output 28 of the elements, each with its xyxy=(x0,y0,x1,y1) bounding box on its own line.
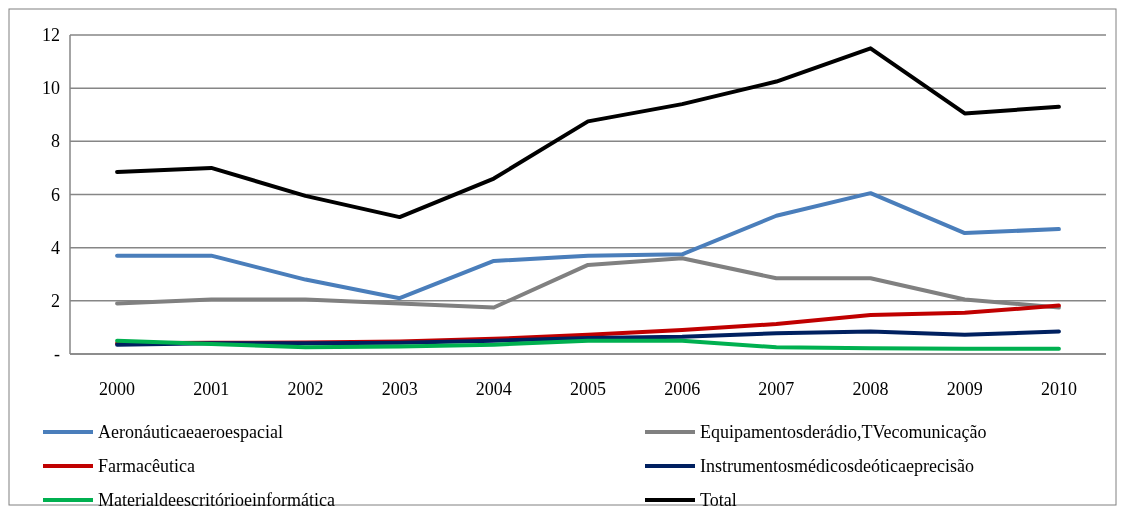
line-series xyxy=(115,338,1061,351)
x-tick-label: 2007 xyxy=(758,379,795,399)
legend-label: Instrumentosmédicosdeóticaeprecisão xyxy=(700,456,974,476)
y-tick-label: - xyxy=(54,344,60,364)
x-tick-label: 2010 xyxy=(1040,379,1077,399)
legend-label: Materialdeescritórioeinformática xyxy=(98,490,335,510)
y-tick-label: 12 xyxy=(42,25,60,45)
x-tick-label: 2001 xyxy=(193,379,230,399)
y-tick-label: 6 xyxy=(51,184,60,205)
x-tick-label: 2006 xyxy=(664,379,701,399)
y-tick-label: 8 xyxy=(51,131,60,152)
y-tick-label: 2 xyxy=(51,290,60,311)
x-tick-label: 2009 xyxy=(946,379,983,399)
legend-label: Farmacêutica xyxy=(98,456,195,476)
legend-label: Equipamentosderádio,TVecomunicação xyxy=(700,422,987,442)
x-tick-label: 2004 xyxy=(475,379,512,399)
legend-label: Total xyxy=(700,490,737,510)
y-tick-label: 4 xyxy=(51,237,60,258)
line-series xyxy=(115,191,1061,301)
x-tick-label: 2002 xyxy=(287,379,324,399)
legend-label: Aeronáuticaeaeroespacial xyxy=(98,422,283,442)
x-tick-label: 2008 xyxy=(852,379,889,399)
line-series xyxy=(115,46,1061,220)
x-tick-label: 2003 xyxy=(381,379,418,399)
x-tick-label: 2000 xyxy=(99,379,136,399)
y-tick-label: 10 xyxy=(42,78,60,99)
x-tick-label: 2005 xyxy=(570,379,606,399)
line-series xyxy=(115,329,1061,347)
